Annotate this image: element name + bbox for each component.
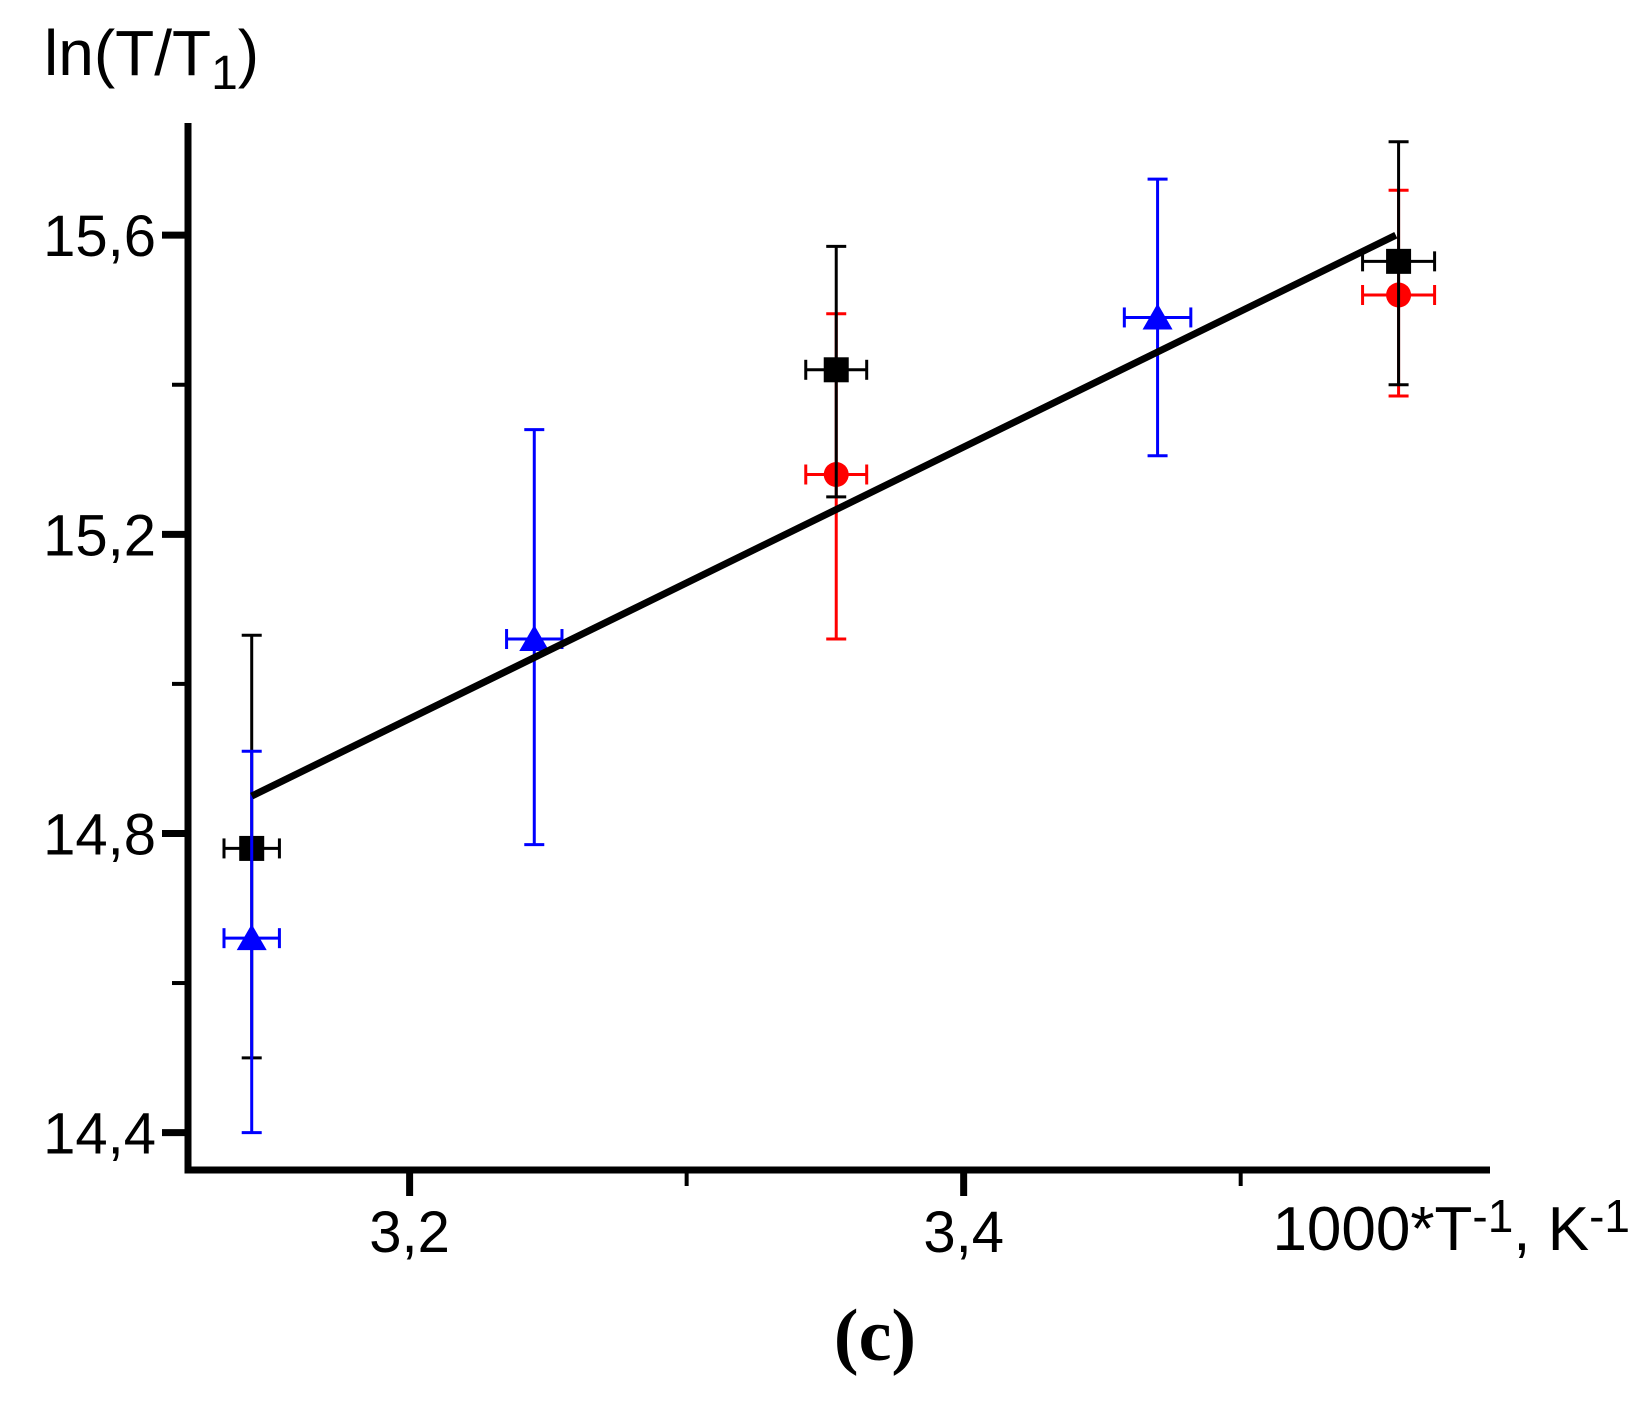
x-axis-title-superscript-2: -1 (1589, 1190, 1630, 1242)
subfigure-label: (c) (833, 1295, 917, 1377)
marker-square (823, 357, 849, 383)
x-axis-title-units: , K (1513, 1195, 1590, 1264)
x-tick-label: 3,2 (369, 1200, 450, 1265)
y-tick-label: 14,4 (43, 1102, 156, 1167)
y-tick-label: 14,8 (43, 802, 156, 867)
marker-triangle (519, 625, 550, 652)
marker-triangle (236, 924, 267, 951)
y-tick-label: 15,2 (43, 503, 156, 568)
x-axis-title-text: 1000*T (1272, 1195, 1473, 1264)
y-tick-label: 15,6 (43, 204, 156, 269)
y-axis-title-text: ln(T/T (44, 17, 212, 89)
y-axis-title: ln(T/T1) (44, 16, 260, 100)
x-axis-title: 1000*T-1, K-1 (1272, 1190, 1630, 1265)
y-axis-title-subscript: 1 (211, 47, 238, 100)
fit-line (250, 232, 1398, 800)
marker-triangle (1142, 303, 1173, 330)
x-tick-label: 3,4 (923, 1200, 1004, 1265)
x-axis-title-superscript-1: -1 (1472, 1190, 1514, 1242)
y-axis-title-close: ) (237, 17, 260, 89)
marker-square (1386, 248, 1412, 274)
